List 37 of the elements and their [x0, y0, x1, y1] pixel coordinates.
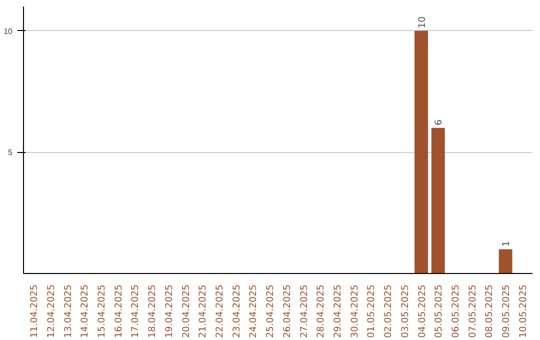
- x-tick-label: 27.04.2025: [298, 284, 310, 338]
- x-tick-label: 09.05.2025: [501, 284, 512, 338]
- x-tick-label: 29.04.2025: [332, 284, 344, 338]
- x-tick-label: 19.04.2025: [164, 284, 175, 338]
- x-tick-label: 03.05.2025: [400, 284, 411, 338]
- x-tick-label: 21.04.2025: [198, 284, 209, 338]
- x-tick-label: 22.04.2025: [214, 284, 226, 338]
- data-label: 1: [501, 240, 512, 247]
- x-tick-label: 25.04.2025: [265, 284, 276, 338]
- x-tick-label: 11.04.2025: [29, 284, 40, 338]
- bar: [498, 249, 512, 274]
- x-tick-label: 13.04.2025: [62, 284, 74, 338]
- x-tick-label: 18.04.2025: [147, 284, 158, 338]
- x-tick-label: 28.04.2025: [316, 284, 327, 338]
- x-tick-label: 10.05.2025: [518, 284, 529, 338]
- x-tick-label: 06.05.2025: [450, 284, 462, 338]
- x-tick-label: 23.04.2025: [231, 284, 242, 338]
- data-label: 10: [416, 16, 428, 28]
- x-tick-label: 12.04.2025: [46, 284, 57, 338]
- x-tick-label: 14.04.2025: [80, 284, 91, 338]
- bar: [414, 30, 428, 274]
- x-tick-label: 15.04.2025: [96, 284, 108, 338]
- x-tick-label: 17.04.2025: [130, 284, 142, 338]
- x-tick-label: 26.04.2025: [282, 284, 293, 338]
- bar: [431, 128, 445, 274]
- x-tick-label: 02.05.2025: [383, 284, 394, 338]
- x-tick-label: 04.05.2025: [416, 284, 428, 338]
- x-tick-label: 20.04.2025: [180, 284, 192, 338]
- y-tick-label: 5: [8, 148, 14, 158]
- data-label: 6: [434, 119, 445, 126]
- x-tick-label: 16.04.2025: [113, 284, 124, 338]
- x-tick-label: 24.04.2025: [248, 284, 260, 338]
- x-tick-label: 08.05.2025: [484, 284, 496, 338]
- x-tick-label: 01.05.2025: [366, 284, 378, 338]
- x-tick-label: 30.04.2025: [349, 284, 360, 338]
- x-tick-label: 07.05.2025: [467, 284, 478, 338]
- x-tick-label: 05.05.2025: [434, 284, 445, 338]
